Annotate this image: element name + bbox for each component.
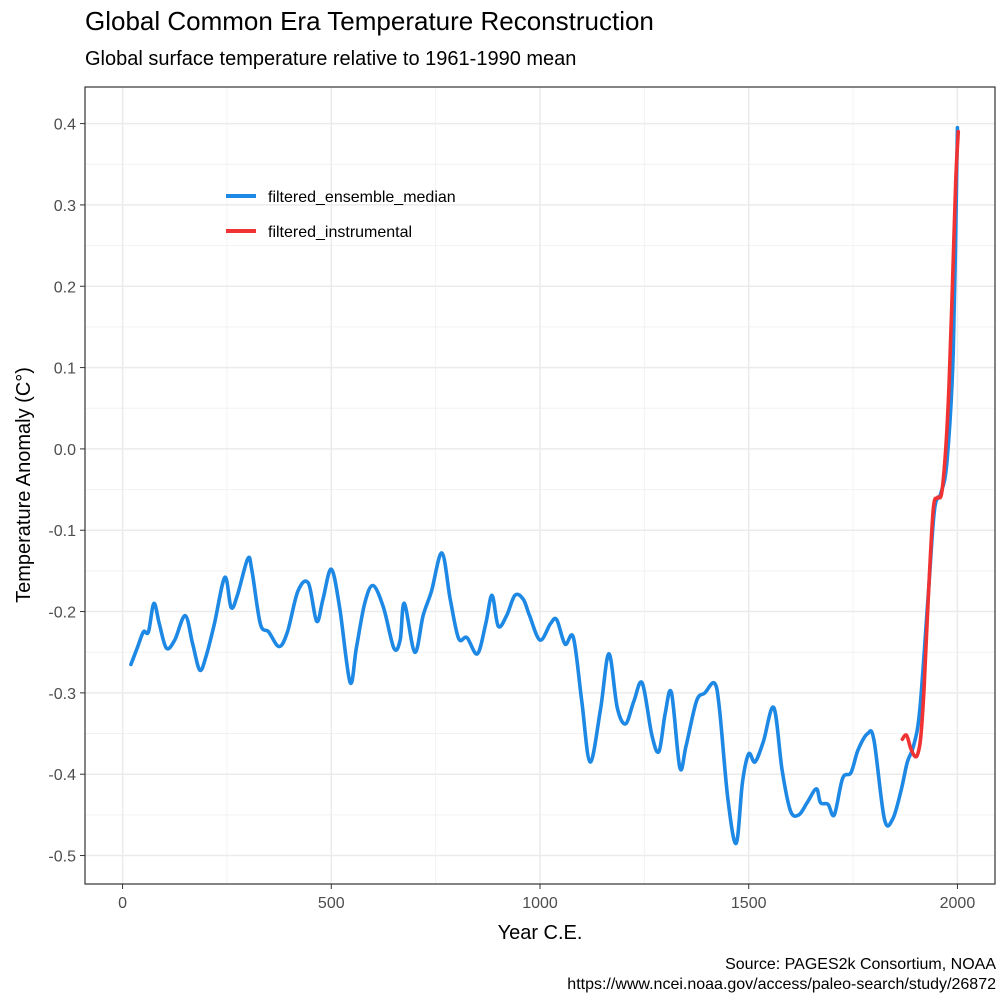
axis-layer: 0 500 1000 1500 2000 -0.5 -0.4 -0.3 -0.2 -0.1 0.0 0… — [48, 117, 975, 912]
x-tick-label: 1000 — [522, 895, 558, 912]
y-tick-label: -0.4 — [48, 767, 76, 784]
source-caption: Source: PAGES2k Consortium, NOAA — [725, 956, 996, 973]
x-tick-label: 2000 — [940, 895, 976, 912]
y-tick-label: -0.1 — [48, 523, 76, 540]
y-axis-title: Temperature Anomaly (C°) — [13, 367, 35, 603]
y-tick-label: 0.2 — [54, 279, 76, 296]
series-line-filtered-instrumental — [900, 129, 961, 759]
series-line-filtered-ensemble-median — [129, 125, 960, 846]
y-tick-label: -0.2 — [48, 605, 76, 622]
source-url: https://www.ncei.noaa.gov/access/paleo-s… — [567, 976, 996, 993]
x-tick-label: 0 — [118, 895, 127, 912]
chart-title: Global Common Era Temperature Reconstruc… — [85, 6, 654, 36]
y-tick-label: 0.0 — [54, 442, 76, 459]
legend-label-filtered-ensemble-median: filtered_ensemble_median — [268, 189, 456, 206]
x-tick-label: 1500 — [731, 895, 767, 912]
series-layer — [129, 125, 961, 846]
y-tick-label: -0.3 — [48, 686, 76, 703]
y-tick-label: 0.4 — [54, 117, 76, 134]
grid-layer — [85, 87, 995, 884]
x-axis-title: Year C.E. — [498, 922, 583, 944]
y-tick-label: 0.3 — [54, 198, 76, 215]
x-tick-label: 500 — [318, 895, 345, 912]
y-tick-label: 0.1 — [54, 361, 76, 378]
y-tick-label: -0.5 — [48, 849, 76, 866]
chart-subtitle: Global surface temperature relative to 1… — [85, 48, 577, 70]
legend: filtered_ensemble_median filtered_instrum… — [226, 189, 456, 241]
legend-label-filtered-instrumental: filtered_instrumental — [268, 224, 412, 241]
